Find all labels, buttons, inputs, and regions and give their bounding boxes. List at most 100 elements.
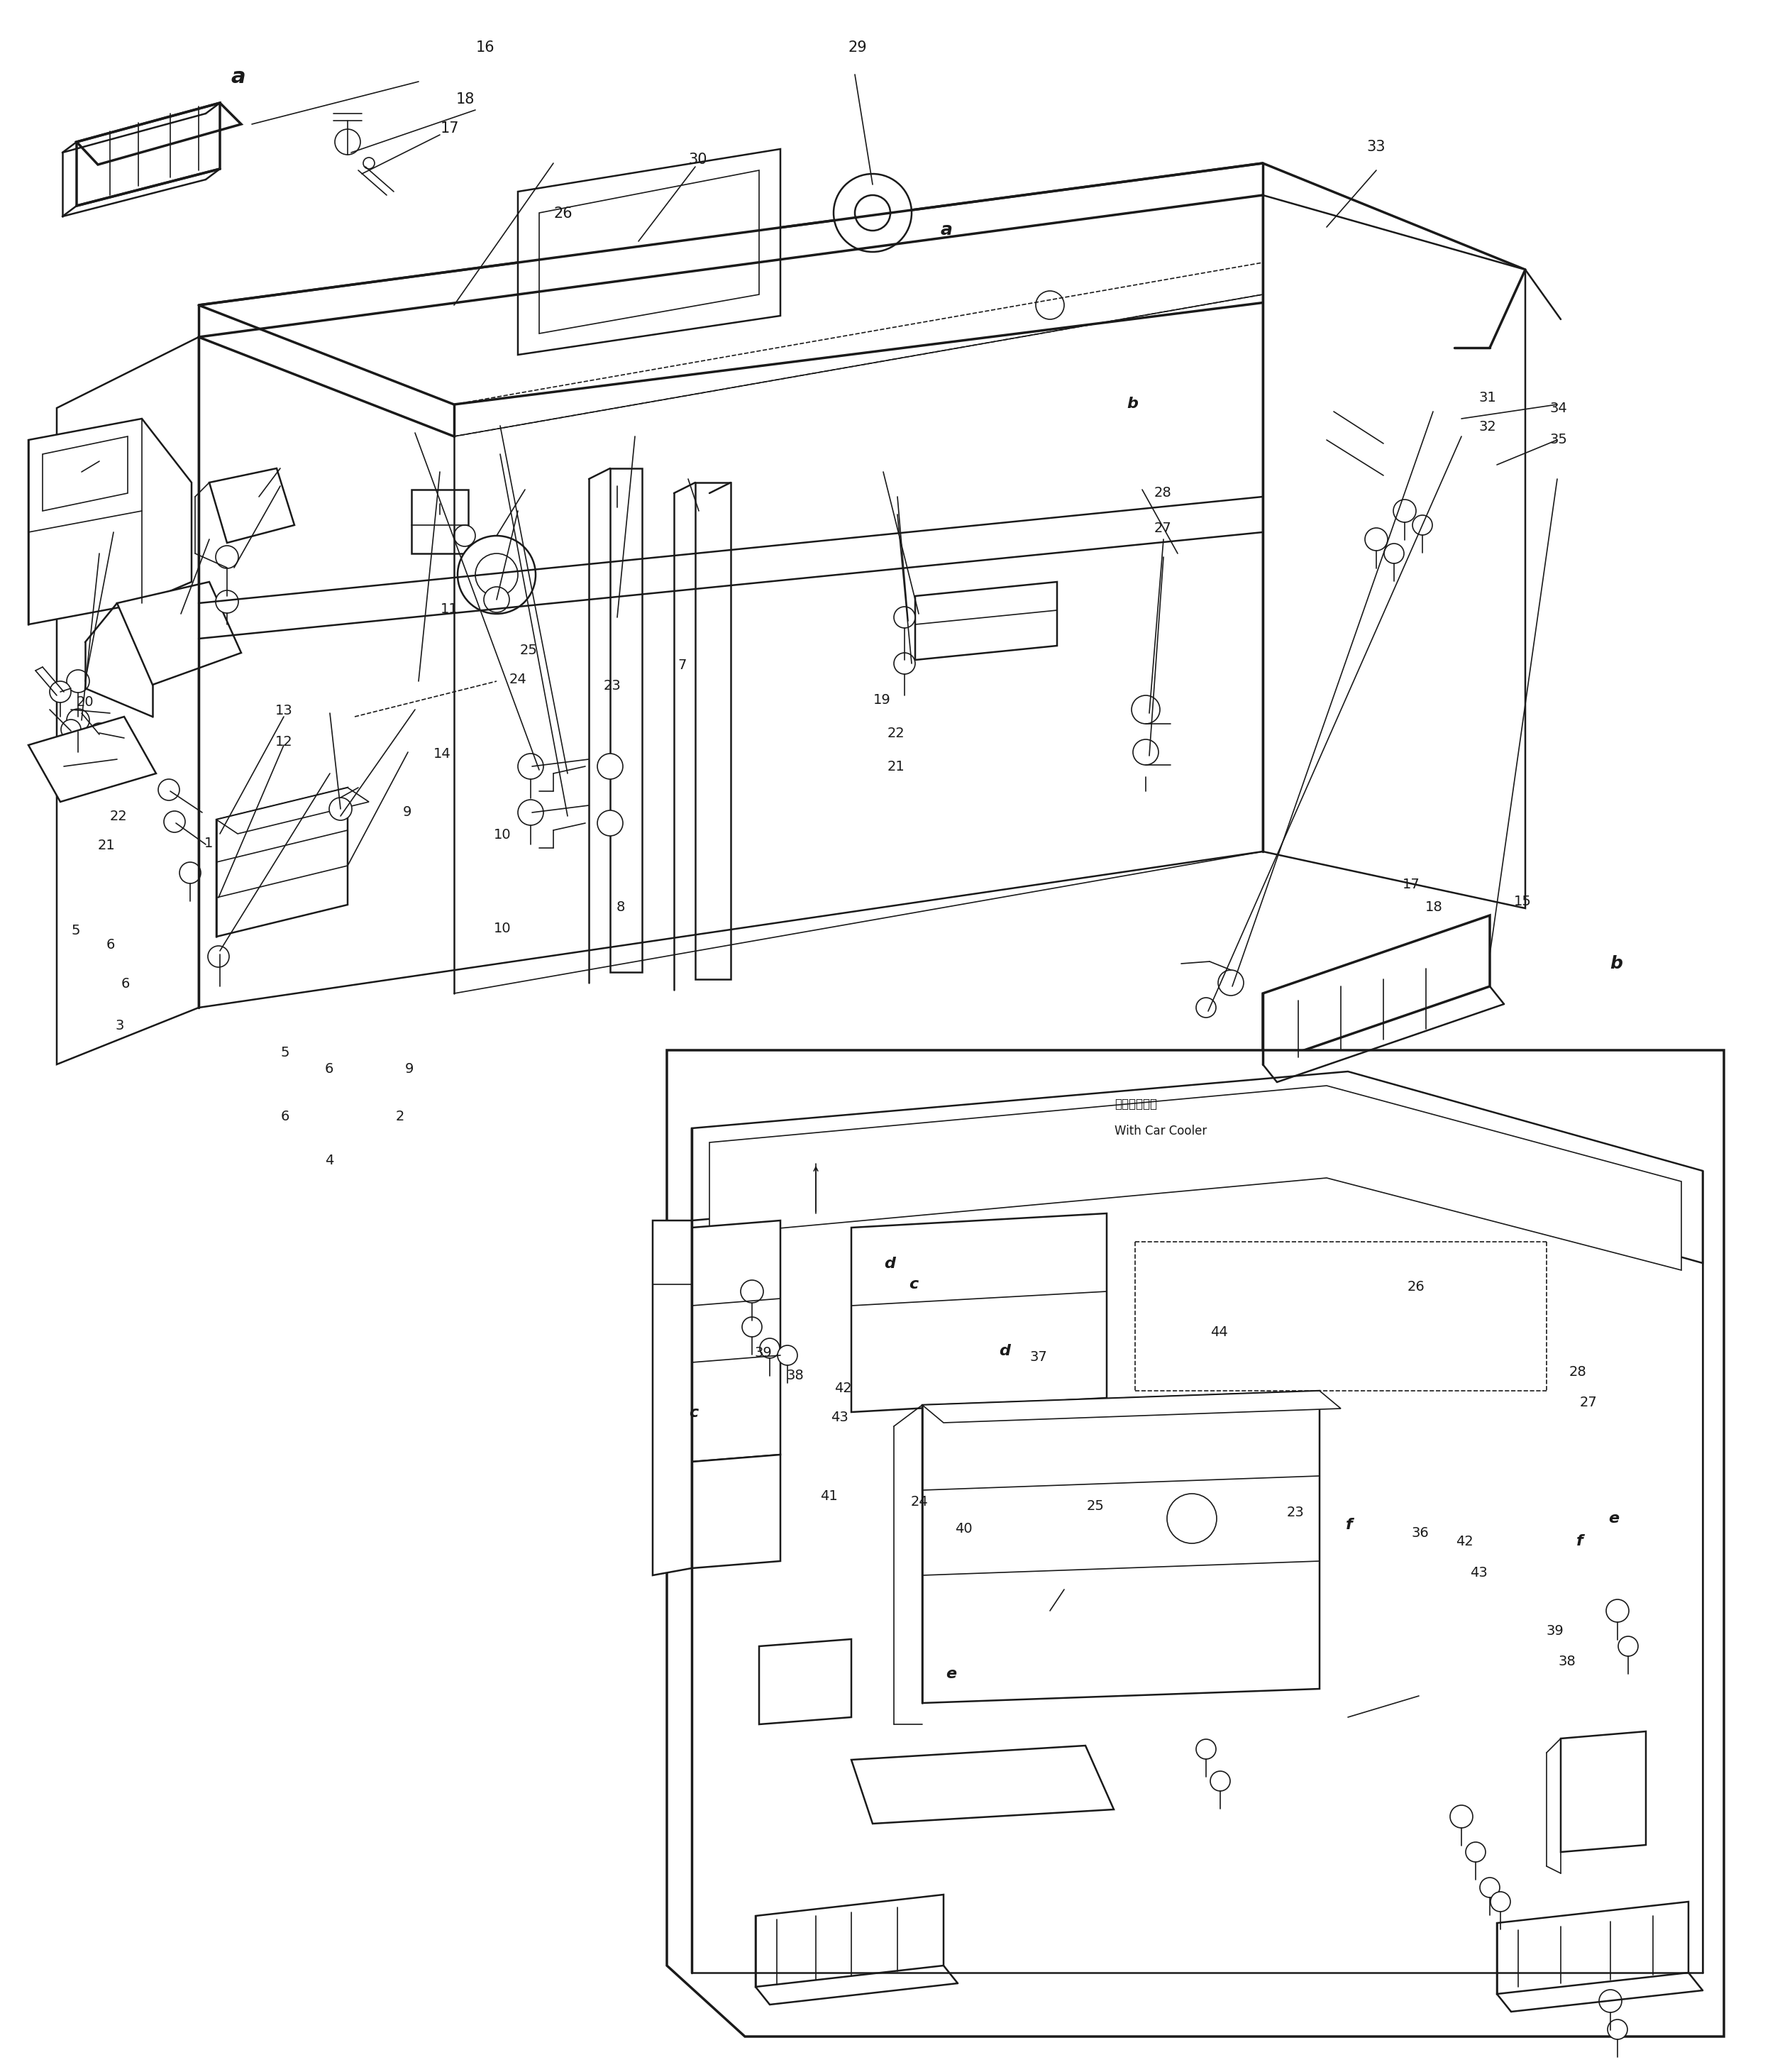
Text: 5: 5 [280, 1046, 289, 1059]
Text: 17: 17 [1402, 879, 1420, 891]
Text: d: d [884, 1258, 895, 1270]
Text: 23: 23 [1287, 1506, 1305, 1519]
Circle shape [1196, 1738, 1216, 1759]
Text: 8: 8 [616, 901, 625, 914]
Polygon shape [692, 1455, 781, 1569]
Circle shape [856, 195, 891, 230]
Polygon shape [1262, 195, 1525, 908]
Text: 26: 26 [554, 207, 573, 220]
Text: 40: 40 [955, 1523, 973, 1535]
Text: 11: 11 [440, 603, 458, 615]
Text: 6: 6 [325, 1063, 334, 1075]
Text: 27: 27 [1580, 1397, 1598, 1409]
Text: 6: 6 [280, 1111, 289, 1123]
Circle shape [1211, 1772, 1230, 1790]
Polygon shape [209, 468, 295, 543]
Text: 24: 24 [911, 1496, 928, 1508]
Polygon shape [760, 1639, 852, 1724]
Circle shape [760, 1339, 779, 1357]
Text: 42: 42 [1456, 1535, 1473, 1548]
Text: 9: 9 [405, 1063, 414, 1075]
Polygon shape [199, 164, 1525, 404]
Text: 35: 35 [1550, 433, 1567, 445]
Text: f: f [1576, 1535, 1583, 1548]
Text: e: e [946, 1668, 957, 1680]
Text: 41: 41 [820, 1490, 838, 1502]
Polygon shape [1496, 1902, 1688, 1993]
Polygon shape [852, 1745, 1113, 1823]
Circle shape [60, 719, 82, 740]
Circle shape [328, 798, 351, 821]
Text: 7: 7 [678, 659, 687, 671]
Text: 42: 42 [834, 1382, 852, 1394]
Circle shape [217, 545, 238, 568]
Polygon shape [217, 787, 348, 937]
Text: 44: 44 [1211, 1326, 1228, 1339]
Circle shape [1132, 740, 1159, 765]
Text: 2: 2 [396, 1111, 405, 1123]
Circle shape [1491, 1892, 1511, 1912]
Polygon shape [710, 1086, 1681, 1270]
Text: 10: 10 [493, 829, 511, 841]
Polygon shape [692, 1071, 1702, 1264]
Polygon shape [667, 1051, 1724, 2037]
Text: 25: 25 [1086, 1500, 1104, 1513]
Text: 10: 10 [493, 922, 511, 934]
Circle shape [89, 723, 110, 744]
Polygon shape [916, 582, 1058, 659]
Text: 17: 17 [440, 122, 460, 135]
Text: 38: 38 [1558, 1656, 1576, 1668]
Text: 22: 22 [888, 727, 905, 740]
Circle shape [485, 586, 509, 613]
Circle shape [179, 862, 201, 883]
Text: b: b [1127, 398, 1138, 410]
Text: 20: 20 [76, 696, 94, 709]
Circle shape [1619, 1637, 1638, 1656]
Text: 28: 28 [1569, 1365, 1587, 1378]
Text: 18: 18 [456, 93, 476, 106]
Circle shape [1606, 1600, 1629, 1622]
Circle shape [1384, 543, 1404, 564]
Text: 14: 14 [433, 748, 451, 760]
Text: a: a [941, 222, 953, 238]
Circle shape [1365, 528, 1388, 551]
Text: c: c [689, 1407, 698, 1419]
Polygon shape [756, 1894, 944, 1987]
Text: 34: 34 [1550, 402, 1567, 414]
Polygon shape [692, 1220, 781, 1461]
Text: e: e [1608, 1513, 1619, 1525]
Circle shape [740, 1280, 763, 1303]
Circle shape [777, 1345, 797, 1365]
Polygon shape [57, 338, 199, 1065]
Circle shape [50, 682, 71, 702]
Polygon shape [28, 419, 192, 624]
Text: 15: 15 [1514, 895, 1532, 908]
Text: 18: 18 [1425, 901, 1443, 914]
Text: 39: 39 [1546, 1624, 1564, 1637]
Circle shape [1466, 1842, 1486, 1863]
Circle shape [1480, 1877, 1500, 1898]
Text: 5: 5 [71, 924, 80, 937]
Text: 9: 9 [403, 806, 412, 818]
Polygon shape [923, 1390, 1319, 1703]
Circle shape [1166, 1494, 1216, 1544]
Text: 12: 12 [275, 736, 293, 748]
Circle shape [476, 553, 518, 597]
Text: カークーラ付: カークーラ付 [1115, 1098, 1157, 1111]
Circle shape [1413, 516, 1432, 535]
Polygon shape [217, 787, 369, 833]
Text: 6: 6 [121, 978, 130, 990]
Text: 22: 22 [110, 810, 128, 823]
Circle shape [598, 810, 623, 835]
Circle shape [834, 174, 912, 253]
Text: 4: 4 [325, 1154, 334, 1167]
Circle shape [518, 800, 543, 825]
Circle shape [598, 754, 623, 779]
Circle shape [742, 1318, 761, 1336]
Text: 32: 32 [1479, 421, 1496, 433]
Text: 38: 38 [786, 1370, 804, 1382]
Text: With Car Cooler: With Car Cooler [1115, 1125, 1207, 1138]
Polygon shape [611, 468, 643, 972]
Polygon shape [1065, 1583, 1177, 1674]
Circle shape [67, 669, 89, 692]
